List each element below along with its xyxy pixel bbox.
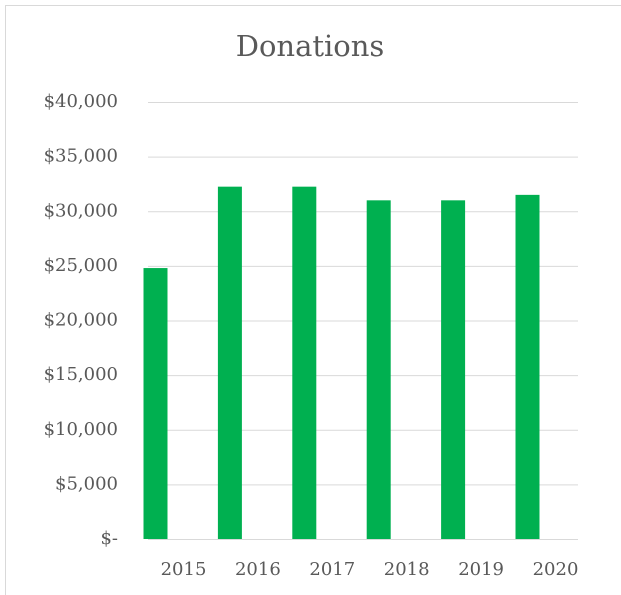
- y-tick-label: $15,000: [44, 364, 118, 385]
- bar: [441, 200, 466, 539]
- y-tick-label: $30,000: [44, 200, 118, 221]
- y-tick-label: $-: [100, 528, 118, 549]
- x-tick-label: 2015: [161, 559, 207, 580]
- bar: [292, 186, 317, 539]
- y-tick-label: $5,000: [55, 473, 118, 494]
- x-tick-label: 2020: [533, 559, 579, 580]
- bar: [143, 268, 168, 539]
- bar: [515, 194, 540, 540]
- y-tick-label: $10,000: [44, 419, 118, 440]
- x-tick-label: 2018: [384, 559, 430, 580]
- x-tick-label: 2017: [309, 559, 355, 580]
- bar: [366, 200, 391, 539]
- y-tick-label: $25,000: [44, 255, 118, 276]
- y-tick-label: $35,000: [44, 146, 118, 167]
- x-tick-label: 2016: [235, 559, 281, 580]
- y-tick-label: $40,000: [44, 91, 118, 112]
- chart-title: Donations: [236, 29, 385, 63]
- bar: [217, 186, 242, 539]
- x-tick-label: 2019: [458, 559, 504, 580]
- y-tick-label: $20,000: [44, 310, 118, 331]
